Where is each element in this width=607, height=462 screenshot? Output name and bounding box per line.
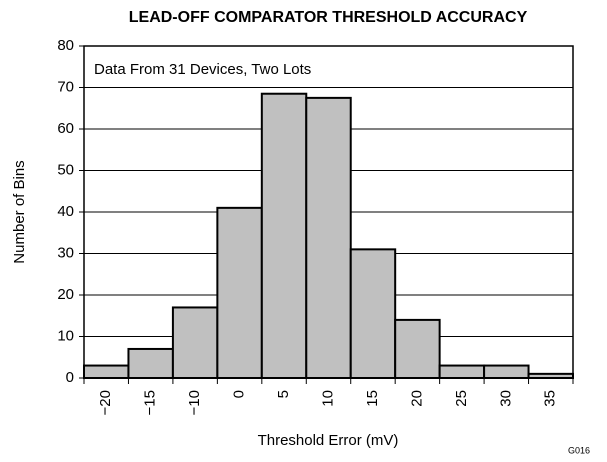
bar [216, 206, 263, 379]
y-tick-label: 70 [57, 78, 74, 95]
annotation: Data From 31 Devices, Two Lots [94, 61, 311, 78]
x-tick-label: −15 [142, 390, 159, 415]
bar [171, 306, 219, 380]
y-tick-label: 50 [57, 161, 74, 178]
bar [394, 318, 441, 379]
x-tick-label: 5 [275, 390, 292, 398]
x-tick-label: 10 [319, 390, 336, 407]
x-tick-label: 15 [364, 390, 381, 407]
y-tick-label: 30 [57, 244, 74, 261]
y-tick-label: 40 [57, 203, 74, 220]
bar [305, 96, 352, 379]
bar [438, 364, 486, 379]
y-tick-label: 0 [66, 369, 74, 386]
plot-frame [83, 45, 574, 379]
bar [349, 248, 397, 379]
y-tick-label: 60 [57, 120, 74, 137]
x-tick-label: 20 [408, 390, 425, 407]
x-axis-label: Threshold Error (mV) [258, 432, 399, 449]
y-axis-label: Number of Bins [11, 160, 28, 263]
y-tick-label: 20 [57, 286, 74, 303]
x-tick-label: 0 [231, 390, 248, 398]
bar [83, 364, 130, 379]
bar [260, 92, 308, 379]
y-tick-label: 80 [57, 37, 74, 54]
chart-title: LEAD-OFF COMPARATOR THRESHOLD ACCURACY [129, 9, 528, 26]
x-tick-label: 30 [497, 390, 514, 407]
y-tick-label: 10 [57, 327, 74, 344]
bar [127, 347, 174, 380]
footnote: G016 [568, 445, 590, 455]
x-tick-label: 35 [542, 390, 559, 407]
x-tick-label: −20 [97, 390, 114, 415]
x-tick-label: −10 [186, 390, 203, 415]
bar [483, 364, 530, 379]
x-tick-label: 25 [453, 390, 470, 407]
